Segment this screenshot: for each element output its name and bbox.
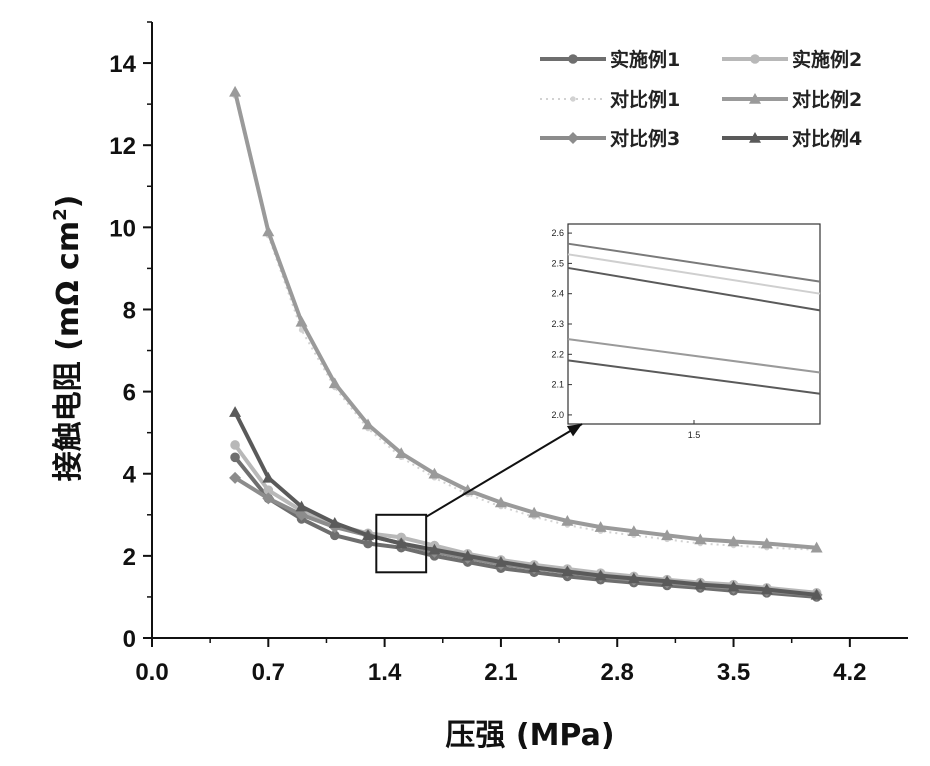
y-axis-title: 接触电阻 (mΩ cm2) <box>50 195 86 482</box>
x-axis-title: 压强 (MPa) <box>445 718 614 753</box>
legend-label-6: 对比例4 <box>792 127 862 150</box>
inset-frame <box>568 224 820 424</box>
y-tick-label-2: 2 <box>123 544 136 571</box>
x-tick-label-7: 4.2 <box>833 659 866 686</box>
x-tick-label-6: 3.5 <box>717 659 750 686</box>
y-tick-label-8: 14 <box>109 51 136 78</box>
x-tick-label-4: 2.1 <box>484 659 517 686</box>
legend-swatch-marker-3 <box>570 96 575 101</box>
inset-y-tick-label-5: 2.4 <box>551 289 564 299</box>
data-point-s1-1 <box>230 453 240 463</box>
legend-label-5: 对比例3 <box>610 127 680 150</box>
y-tick-label-3: 4 <box>123 462 137 489</box>
inset-x-tick-label: 1.5 <box>688 430 701 440</box>
x-tick-label-2: 0.7 <box>252 659 285 686</box>
inset-y-tick-label-2: 2.1 <box>551 380 564 390</box>
inset-y-tick-label-7: 2.6 <box>551 228 564 238</box>
legend-label-4: 对比例2 <box>792 88 862 111</box>
y-tick-label-1: 0 <box>123 626 136 653</box>
y-tick-label-4: 6 <box>123 380 136 407</box>
legend-label-2: 实施例2 <box>792 48 862 71</box>
x-tick-label-5: 2.8 <box>601 659 634 686</box>
legend-label-3: 对比例1 <box>610 88 680 111</box>
y-tick-label-5: 8 <box>123 297 136 324</box>
legend-swatch-marker-1 <box>568 54 578 64</box>
x-tick-label-3: 1.4 <box>368 659 402 686</box>
inset-y-tick-label-4: 2.3 <box>551 319 564 329</box>
inset-y-tick-label-6: 2.5 <box>551 258 564 268</box>
y-axis-title-close: ) <box>51 195 86 209</box>
y-tick-label-7: 12 <box>109 133 136 160</box>
inset-y-tick-label-3: 2.2 <box>551 349 564 359</box>
legend-label-1: 实施例1 <box>610 48 680 71</box>
legend-swatch-marker-2 <box>750 54 760 64</box>
y-tick-label-6: 10 <box>109 215 136 242</box>
data-point-s2-1 <box>230 440 240 450</box>
inset-y-tick-label-1: 2.0 <box>551 410 564 420</box>
x-tick-label-1: 0.0 <box>135 659 168 686</box>
y-axis-title-main: 接触电阻 (mΩ cm <box>51 221 86 481</box>
y-axis-title-superscript: 2 <box>50 208 71 221</box>
